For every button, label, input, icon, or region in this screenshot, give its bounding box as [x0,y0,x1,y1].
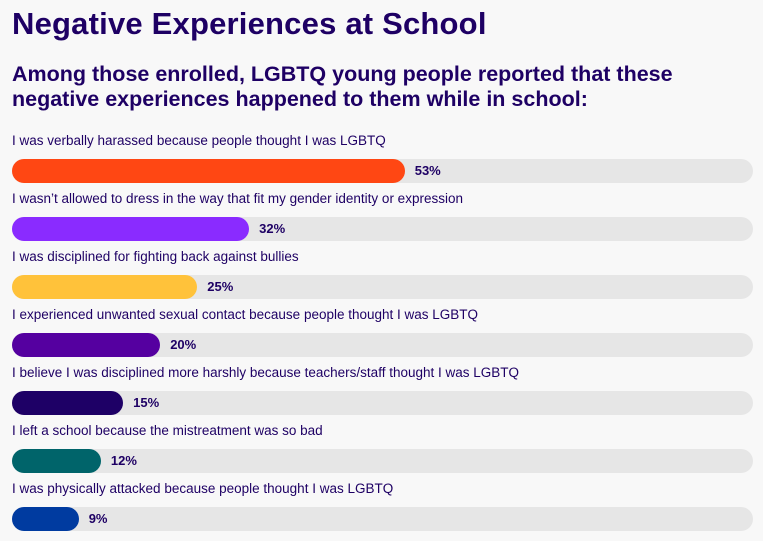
bar-row: I wasn’t allowed to dress in the way tha… [12,189,753,247]
value-label: 32% [259,221,286,236]
bar-track: 12% [12,449,753,473]
bar-track: 32% [12,217,753,241]
chart-subtitle: Among those enrolled, LGBTQ young people… [12,62,673,111]
bar-track: 53% [12,159,753,183]
value-label: 15% [133,395,160,410]
bar-track: 9% [12,507,753,531]
bar [12,507,79,531]
value-label: 53% [414,163,441,178]
bar-row: I was physically attacked because people… [12,479,753,537]
bar [12,449,101,473]
bar-row: I was verbally harassed because people t… [12,131,753,189]
value-label: 12% [110,453,137,468]
bar-chart: I was verbally harassed because people t… [12,131,753,537]
bar [12,159,405,183]
category-label: I experienced unwanted sexual contact be… [12,307,479,322]
bar-row: I believe I was disciplined more harshly… [12,363,753,421]
category-label: I was physically attacked because people… [12,481,394,496]
page-title: Negative Experiences at School [12,6,487,41]
category-label: I was verbally harassed because people t… [12,133,386,148]
bar [12,391,124,415]
category-label: I believe I was disciplined more harshly… [12,365,520,380]
bar [12,275,198,299]
value-label: 25% [207,279,234,294]
bar-row: I left a school because the mistreatment… [12,421,753,479]
value-label: 20% [170,337,197,352]
bar-track: 25% [12,275,753,299]
bar-row: I experienced unwanted sexual contact be… [12,305,753,363]
bar [12,333,161,357]
category-label: I wasn’t allowed to dress in the way tha… [12,191,463,206]
category-label: I left a school because the mistreatment… [12,423,323,438]
value-label: 9% [88,511,108,526]
category-label: I was disciplined for fighting back agai… [12,249,299,264]
bar-row: I was disciplined for fighting back agai… [12,247,753,305]
bar [12,217,250,241]
bar-track: 20% [12,333,753,357]
bar-track: 15% [12,391,753,415]
